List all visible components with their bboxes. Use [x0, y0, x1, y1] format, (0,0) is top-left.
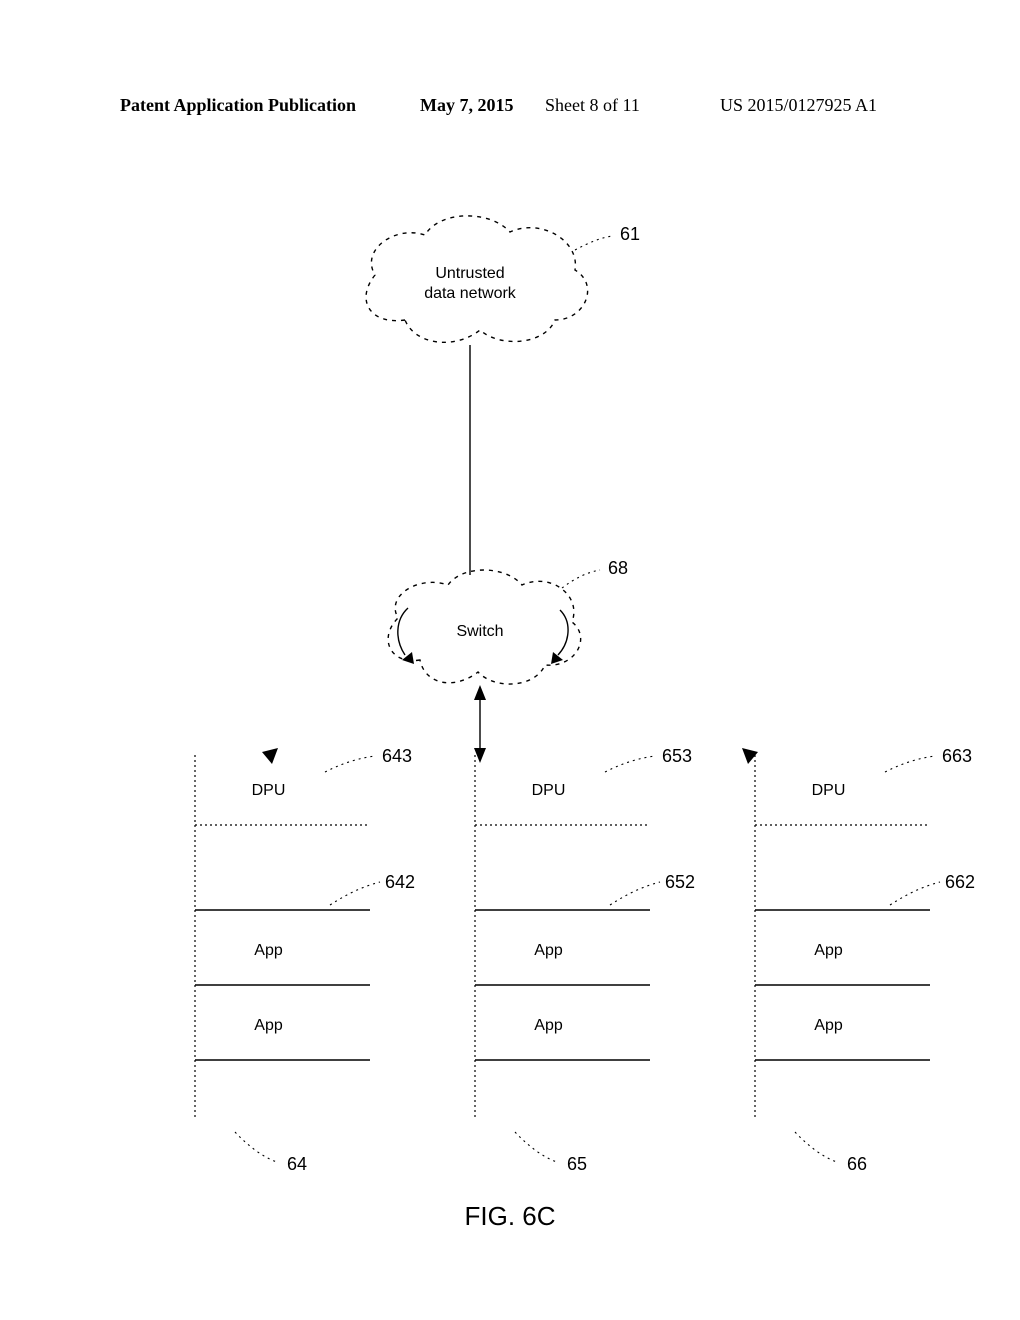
col65: DPU 653 App 652 App 65 — [475, 746, 695, 1174]
ref-68: 68 — [608, 558, 628, 578]
col66-dpu-lead — [885, 756, 935, 772]
col66-dpu-label: DPU — [812, 782, 846, 799]
col64-app2-label: App — [254, 1017, 283, 1034]
col66-app1-label: App — [814, 942, 843, 959]
col65-app1-label: App — [534, 942, 563, 959]
col65-app1-lead — [610, 882, 660, 905]
col66-bottom-ref: 66 — [847, 1154, 867, 1174]
cloud-untrusted-label2: data network — [424, 285, 517, 302]
col65-dpu-lead — [605, 756, 655, 772]
col64-app1-ref: 642 — [385, 872, 415, 892]
cloud-untrusted: Untrusted data network 61 — [366, 216, 640, 342]
edge-switch-col64 — [262, 748, 278, 764]
col66-app1-ref: 662 — [945, 872, 975, 892]
figure-svg: Untrusted data network 61 Switch 68 — [0, 0, 1020, 1320]
cloud-switch-label: Switch — [456, 623, 503, 640]
col64-dpu-label: DPU — [252, 782, 286, 799]
col66-app1-lead — [890, 882, 940, 905]
edge-switch-col65 — [474, 685, 486, 763]
page-root: Patent Application Publication May 7, 20… — [0, 0, 1020, 1320]
col66: DPU 663 App 662 App 66 — [755, 746, 975, 1174]
switch-loop-left — [398, 608, 408, 655]
ref-61: 61 — [620, 224, 640, 244]
col65-dpu-ref: 653 — [662, 746, 692, 766]
col64-dpu-lead — [325, 756, 375, 772]
switch-loop-right-arrow — [551, 652, 563, 664]
col64-bottom-ref: 64 — [287, 1154, 307, 1174]
col66-dpu-ref: 663 — [942, 746, 972, 766]
col64-app1-label: App — [254, 942, 283, 959]
col65-app2-label: App — [534, 1017, 563, 1034]
col64-dpu-ref: 643 — [382, 746, 412, 766]
col65-app1-ref: 652 — [665, 872, 695, 892]
cloud-switch: Switch 68 — [388, 558, 628, 684]
col65-bottom-ref: 65 — [567, 1154, 587, 1174]
col66-bottom-lead — [795, 1132, 837, 1162]
col64-app1-lead — [330, 882, 380, 905]
cloud-untrusted-label1: Untrusted — [435, 265, 504, 282]
col64-bottom-lead — [235, 1132, 277, 1162]
lead-61 — [575, 236, 612, 250]
col65-dpu-label: DPU — [532, 782, 566, 799]
col65-bottom-lead — [515, 1132, 557, 1162]
col66-app2-label: App — [814, 1017, 843, 1034]
switch-loop-right — [558, 610, 568, 655]
figure-caption: FIG. 6C — [464, 1201, 555, 1231]
col64: DPU 643 App 642 App 64 — [195, 746, 415, 1174]
lead-68 — [562, 570, 600, 588]
